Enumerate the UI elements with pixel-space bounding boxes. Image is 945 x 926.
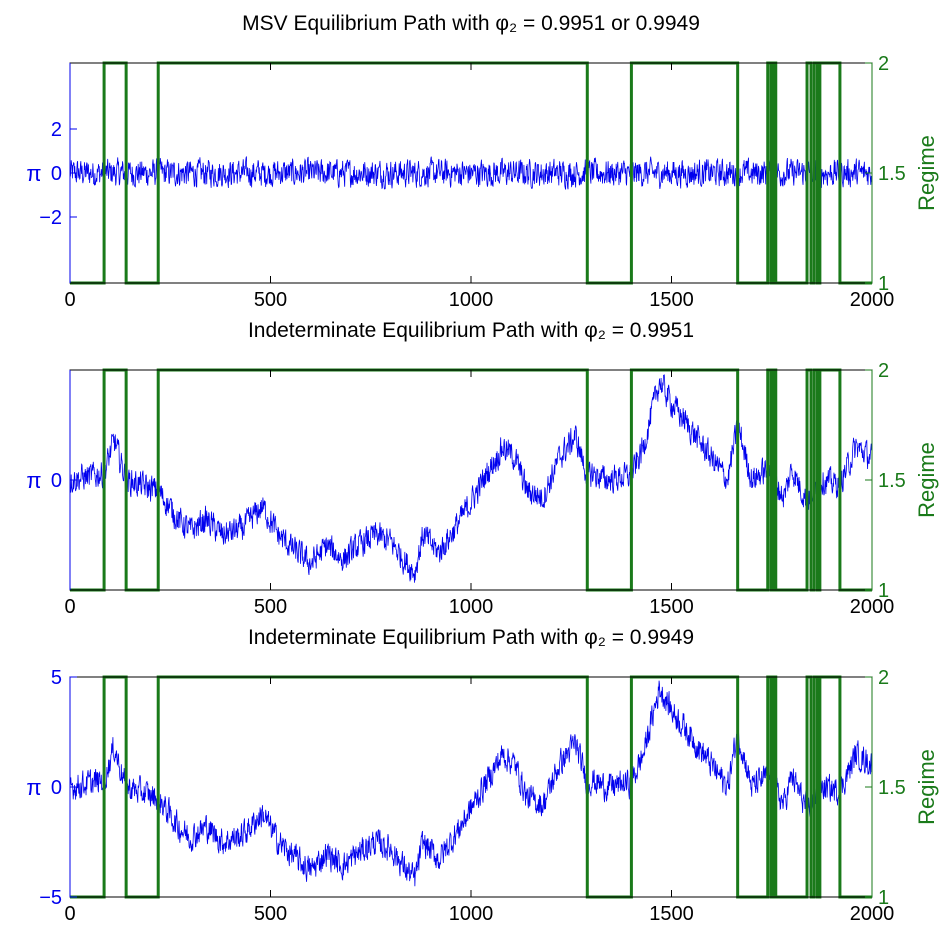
series-inflation-line [69, 374, 873, 583]
y-axis-label-right: Regime [914, 442, 939, 518]
y-tick-label-right: 2 [878, 53, 889, 75]
y-axis-label-left: π [26, 775, 41, 800]
x-tick-label: 0 [64, 289, 75, 311]
chart-title: MSV Equilibrium Path with φ₂ = 0.9951 or… [242, 12, 700, 35]
x-tick-label: 500 [254, 596, 287, 618]
chart-panel-3: Indeterminate Equilibrium Path with φ₂ =… [26, 626, 939, 925]
x-tick-label: 1000 [449, 903, 494, 925]
y-axis-label-left: π [26, 161, 41, 186]
series-inflation-line [69, 156, 873, 190]
chart-panel-2: Indeterminate Equilibrium Path with φ₂ =… [26, 319, 939, 618]
series-inflation-line [69, 680, 873, 887]
y-tick-label-right: 2 [878, 360, 889, 382]
y-tick-label-right: 1 [878, 887, 889, 909]
chart-panel-1: MSV Equilibrium Path with φ₂ = 0.9951 or… [26, 12, 939, 311]
y-tick-label-right: 1 [878, 580, 889, 602]
x-tick-label: 1000 [449, 596, 494, 618]
x-tick-label: 1000 [449, 289, 494, 311]
x-tick-label: 1500 [649, 903, 694, 925]
y-tick-label-left: 2 [51, 119, 62, 141]
y-axis-label-right: Regime [914, 135, 939, 211]
y-tick-label-left: 5 [51, 667, 62, 689]
y-tick-label-left: 0 [51, 777, 62, 799]
y-tick-label-left: 0 [51, 163, 62, 185]
chart-title: Indeterminate Equilibrium Path with φ₂ =… [248, 319, 694, 342]
x-tick-label: 500 [254, 903, 287, 925]
y-tick-label-right: 1.5 [878, 777, 906, 799]
y-tick-label-right: 1 [878, 273, 889, 295]
x-tick-label: 0 [64, 596, 75, 618]
y-tick-label-right: 1.5 [878, 470, 906, 492]
x-tick-label: 1500 [649, 596, 694, 618]
y-tick-label-left: −5 [39, 887, 62, 909]
x-tick-label: 2000 [850, 289, 895, 311]
y-tick-label-left: −2 [39, 207, 62, 229]
y-tick-label-right: 2 [878, 667, 889, 689]
y-tick-label-left: 0 [51, 470, 62, 492]
y-axis-label-right: Regime [914, 749, 939, 825]
x-tick-label: 1500 [649, 289, 694, 311]
x-tick-label: 2000 [850, 903, 895, 925]
y-tick-label-right: 1.5 [878, 163, 906, 185]
x-tick-label: 0 [64, 903, 75, 925]
y-axis-label-left: π [26, 468, 41, 493]
x-tick-label: 500 [254, 289, 287, 311]
chart-title: Indeterminate Equilibrium Path with φ₂ =… [248, 626, 694, 649]
x-tick-label: 2000 [850, 596, 895, 618]
